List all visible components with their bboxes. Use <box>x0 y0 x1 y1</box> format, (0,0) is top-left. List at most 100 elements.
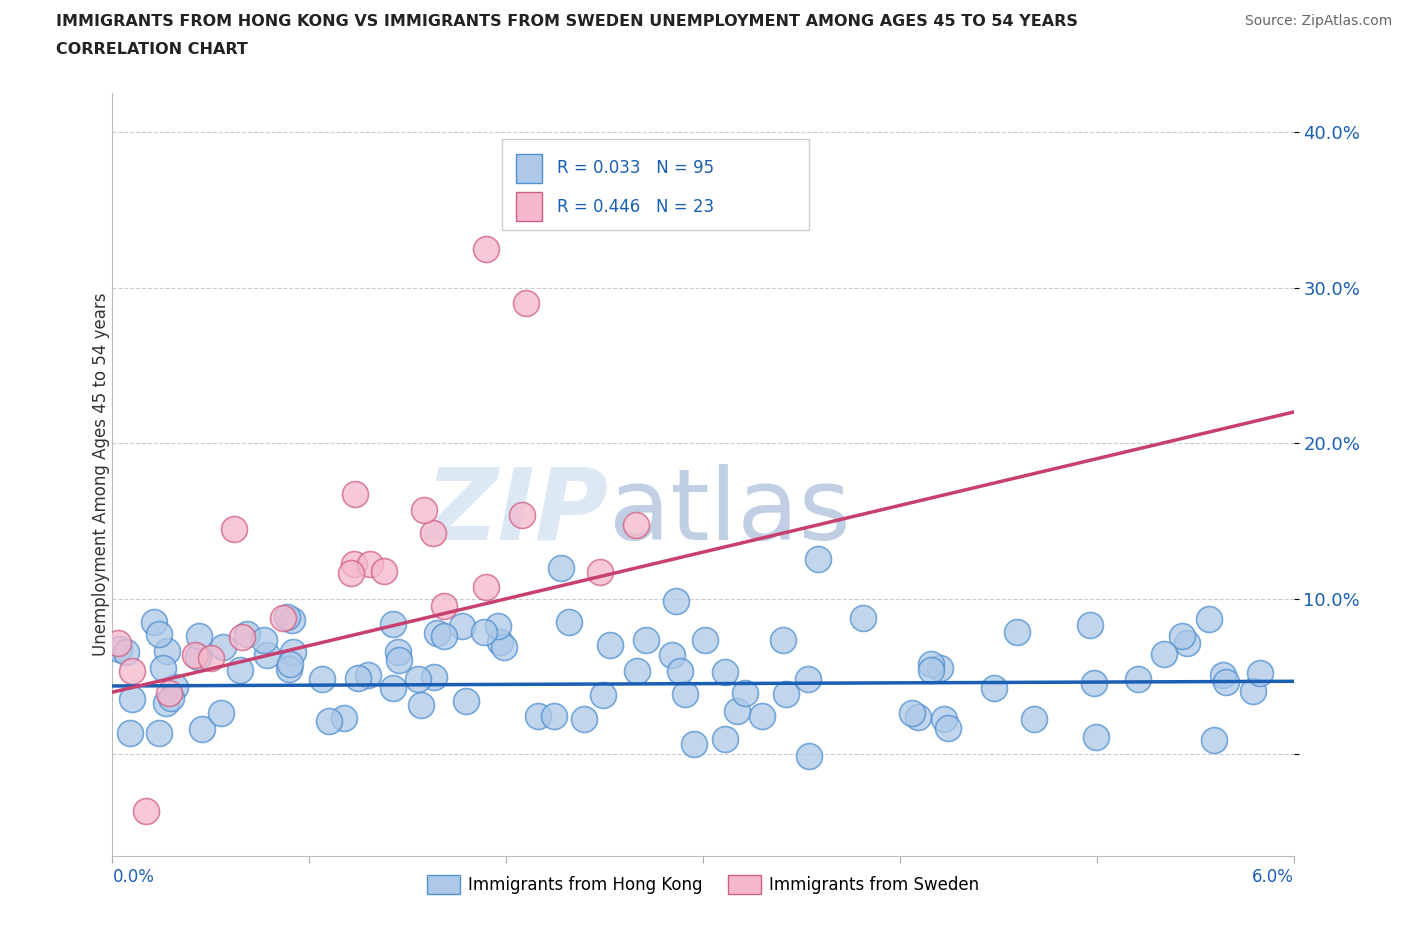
Point <box>588 565 610 579</box>
Point <box>936 721 959 736</box>
Point <box>693 632 716 647</box>
Point <box>135 804 157 818</box>
Point <box>148 725 170 740</box>
Point <box>492 639 515 654</box>
Point <box>1241 684 1264 698</box>
Point <box>191 722 214 737</box>
Point <box>932 711 955 726</box>
Point <box>187 649 209 664</box>
Point <box>318 713 340 728</box>
Bar <box>516 154 543 183</box>
Point <box>1078 618 1101 632</box>
Point <box>273 611 295 626</box>
Y-axis label: Unemployment Among Ages 45 to 54 years: Unemployment Among Ages 45 to 54 years <box>93 293 110 656</box>
Point <box>488 634 510 649</box>
Point <box>373 564 395 578</box>
Point <box>340 565 363 580</box>
Point <box>357 668 380 683</box>
Point <box>160 690 183 705</box>
Point <box>1171 629 1194 644</box>
Point <box>118 725 141 740</box>
Point <box>797 672 820 687</box>
Point <box>920 657 942 671</box>
Point <box>187 629 209 644</box>
Point <box>229 662 252 677</box>
Point <box>714 732 737 747</box>
Text: atlas: atlas <box>609 464 851 561</box>
Point <box>928 660 950 675</box>
Point <box>142 615 165 630</box>
Point <box>155 696 177 711</box>
Point <box>222 522 245 537</box>
FancyBboxPatch shape <box>502 139 810 231</box>
Point <box>983 681 1005 696</box>
Point <box>515 296 537 311</box>
Point <box>347 671 370 685</box>
Point <box>426 626 449 641</box>
Point <box>599 637 621 652</box>
Point <box>512 508 534 523</box>
Point <box>1212 668 1234 683</box>
Text: R = 0.033   N = 95: R = 0.033 N = 95 <box>557 160 714 178</box>
Point <box>121 692 143 707</box>
Point <box>406 671 429 686</box>
Text: CORRELATION CHART: CORRELATION CHART <box>56 42 247 57</box>
Point <box>475 579 498 594</box>
Point <box>344 487 367 502</box>
Point <box>451 618 474 633</box>
Point <box>920 663 942 678</box>
Point <box>558 615 581 630</box>
Point <box>626 663 648 678</box>
Point <box>1198 611 1220 626</box>
Point <box>1083 676 1105 691</box>
Point <box>1005 624 1028 639</box>
Point <box>734 685 756 700</box>
Bar <box>516 193 543 221</box>
Point <box>152 661 174 676</box>
Point <box>256 647 278 662</box>
Point <box>624 518 647 533</box>
Point <box>382 617 405 631</box>
Point <box>433 629 456 644</box>
Point <box>278 657 301 671</box>
Point <box>412 502 434 517</box>
Text: Source: ZipAtlas.com: Source: ZipAtlas.com <box>1244 14 1392 28</box>
Point <box>900 706 922 721</box>
Point <box>574 711 596 726</box>
Point <box>115 644 138 659</box>
Point <box>714 664 737 679</box>
Point <box>200 650 222 665</box>
Point <box>343 556 366 571</box>
Point <box>165 679 187 694</box>
Point <box>278 662 301 677</box>
Point <box>797 749 820 764</box>
Point <box>148 626 170 641</box>
Point <box>772 632 794 647</box>
Point <box>276 609 298 624</box>
Point <box>381 681 404 696</box>
Point <box>852 610 875 625</box>
Point <box>423 670 446 684</box>
Point <box>543 709 565 724</box>
Point <box>526 709 548 724</box>
Point <box>107 642 129 657</box>
Point <box>236 627 259 642</box>
Point <box>253 632 276 647</box>
Point <box>281 612 304 627</box>
Point <box>1153 646 1175 661</box>
Point <box>673 686 696 701</box>
Point <box>1249 665 1271 680</box>
Point <box>359 557 381 572</box>
Point <box>751 709 773 724</box>
Point <box>1126 671 1149 686</box>
Legend: Immigrants from Hong Kong, Immigrants from Sweden: Immigrants from Hong Kong, Immigrants fr… <box>420 868 986 900</box>
Point <box>454 694 477 709</box>
Point <box>725 703 748 718</box>
Point <box>422 525 444 540</box>
Point <box>807 551 830 566</box>
Point <box>475 241 498 256</box>
Text: IMMIGRANTS FROM HONG KONG VS IMMIGRANTS FROM SWEDEN UNEMPLOYMENT AMONG AGES 45 T: IMMIGRANTS FROM HONG KONG VS IMMIGRANTS … <box>56 14 1078 29</box>
Point <box>183 647 205 662</box>
Point <box>907 710 929 724</box>
Text: R = 0.446   N = 23: R = 0.446 N = 23 <box>557 198 714 216</box>
